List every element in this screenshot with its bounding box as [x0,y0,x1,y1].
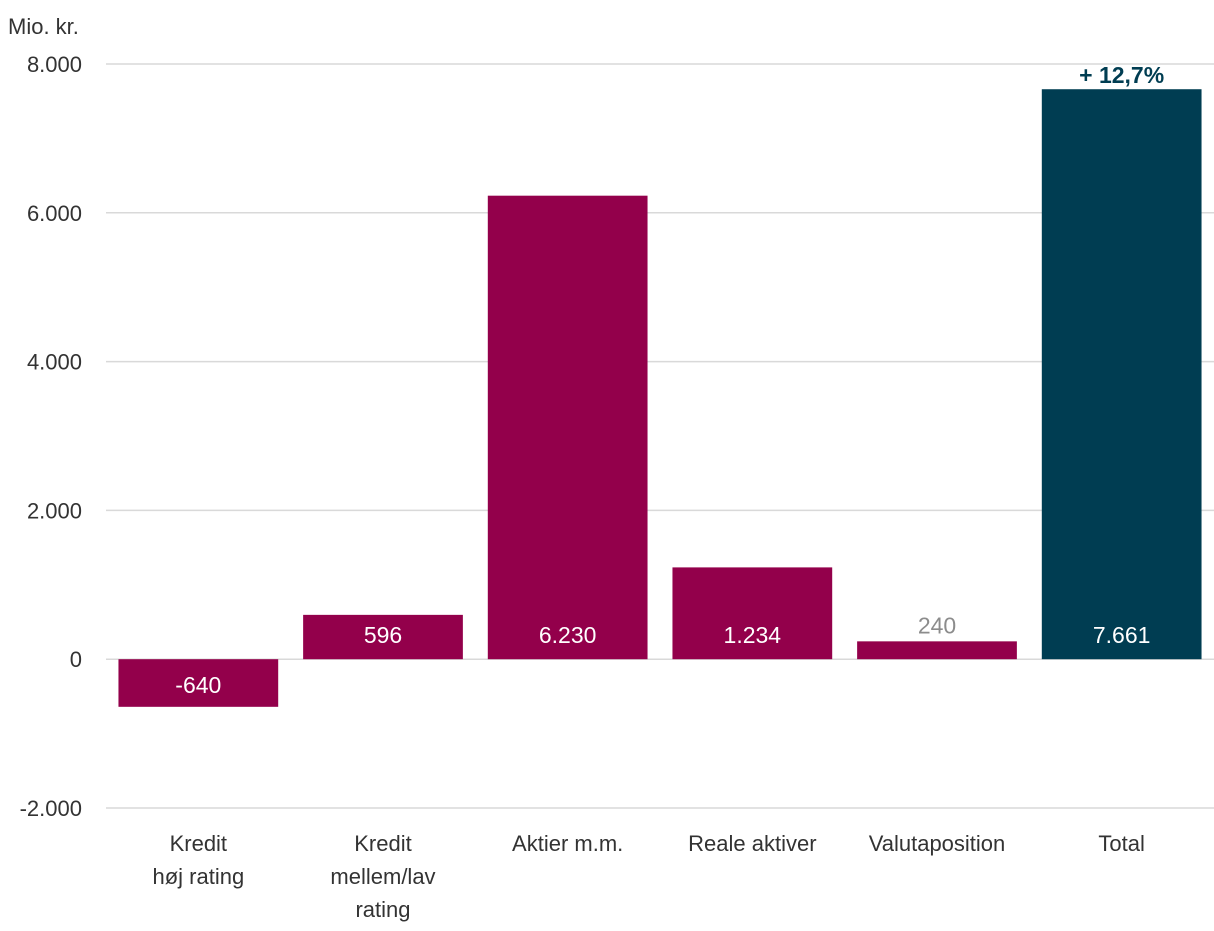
category-label: Valutaposition [869,831,1006,856]
y-tick-label: 6.000 [27,201,82,226]
y-tick-label: 2.000 [27,498,82,523]
value-label: -640 [175,672,221,698]
y-tick-label: 0 [70,647,82,672]
total-change-annotation: + 12,7% [1079,62,1164,88]
bar-total [1041,89,1202,660]
category-label: Reale aktiver [688,831,816,856]
bar [857,641,1017,660]
y-axis-ticks: -2.000 0 2.000 4.000 6.000 8.000 [20,52,82,821]
bar [303,614,463,660]
category-label: høj rating [152,864,244,889]
gridlines [106,63,1214,809]
category-label: Total [1098,831,1144,856]
category-label: mellem/lav [330,864,435,889]
value-label: 596 [364,622,402,648]
y-tick-label: 8.000 [27,52,82,77]
value-label: 1.234 [724,622,782,648]
bar [487,195,648,660]
y-tick-label: -2.000 [20,796,82,821]
x-axis-labels: Kredit høj rating Kredit mellem/lav rating Ak… [152,831,1144,922]
value-labels: -640 596 6.230 1.234 240 7.661 [175,612,1150,698]
bar [672,567,833,660]
value-label: 6.230 [539,622,597,648]
y-axis-unit-label: Mio. kr. [8,14,79,39]
category-label: rating [355,897,410,922]
category-label: Kredit [354,831,411,856]
value-label: 7.661 [1093,622,1151,648]
value-label: 240 [918,612,956,638]
y-tick-label: 4.000 [27,350,82,375]
bar [118,659,279,707]
category-label: Kredit [170,831,227,856]
category-label: Aktier m.m. [512,831,623,856]
bars [118,89,1202,707]
